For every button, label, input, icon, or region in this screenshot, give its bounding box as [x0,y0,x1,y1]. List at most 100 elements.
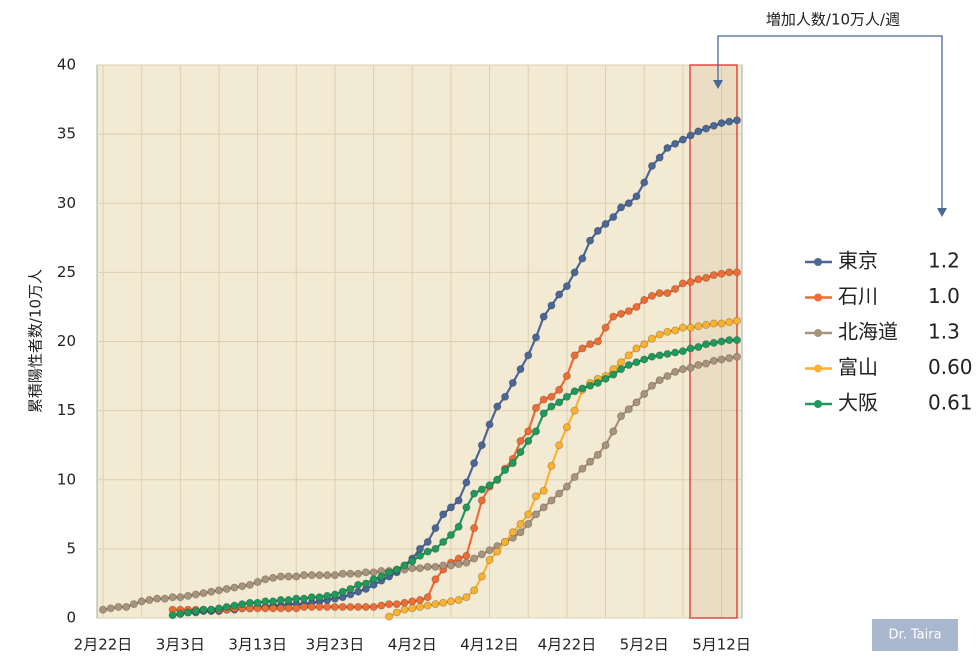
data-point [725,117,734,126]
data-point [709,319,718,328]
x-tick-label: 4月12日 [460,636,519,654]
data-point [338,569,347,578]
data-point [617,412,626,421]
data-point [624,307,633,316]
data-point [593,337,602,346]
arrow-head [937,208,947,217]
data-point [361,602,370,611]
data-point [531,403,540,412]
data-point [617,358,626,367]
data-point [570,351,579,360]
legend-label: 富山 [838,355,878,379]
data-point [647,291,656,300]
y-tick-label: 25 [57,263,76,281]
data-point [431,600,440,609]
data-point [485,481,494,490]
data-point [524,437,533,446]
data-point [315,571,324,580]
data-point [392,600,401,609]
data-point [346,584,355,593]
data-point [733,116,742,125]
credit-badge [872,619,958,651]
data-point [284,572,293,581]
data-point [477,485,486,494]
data-point [377,601,386,610]
data-point [307,602,316,611]
data-point [709,121,718,130]
data-point [555,398,564,407]
data-point [470,459,479,468]
y-tick-label: 40 [57,56,76,74]
data-point [330,571,339,580]
data-point [276,596,285,605]
data-point [446,503,455,512]
data-point [307,593,316,602]
data-point [717,319,726,328]
data-point [593,226,602,235]
data-point [671,284,680,293]
data-point [609,370,618,379]
data-point [431,562,440,571]
data-point [184,591,193,600]
y-tick-label: 10 [57,470,76,488]
data-point [555,385,564,394]
y-tick-label: 35 [57,125,76,143]
data-point [632,302,641,311]
data-point [415,551,424,560]
data-point [717,337,726,346]
data-point [624,351,633,360]
data-point [207,605,216,614]
data-point [586,340,595,349]
data-point [338,587,347,596]
data-point [176,609,185,618]
data-point [632,358,641,367]
data-point [508,378,517,387]
data-point [129,600,138,609]
data-point [624,361,633,370]
data-point [199,589,208,598]
data-point [632,192,641,201]
data-point [354,580,363,589]
data-point [245,598,254,607]
data-point [423,537,432,546]
data-point [300,602,309,611]
x-tick-label: 3月3日 [156,636,205,654]
legend-label: 東京 [838,249,878,273]
data-point [222,584,231,593]
arrow-head [713,80,723,89]
data-point [663,372,672,381]
data-point [400,598,409,607]
data-point [392,565,401,574]
data-point [439,598,448,607]
data-point [470,554,479,563]
data-point [640,390,649,399]
data-point [415,596,424,605]
data-point [114,602,123,611]
data-point [477,441,486,450]
data-point [361,568,370,577]
data-point [547,496,556,505]
data-point [686,278,695,287]
data-point [709,356,718,365]
data-point [168,593,177,602]
data-point [555,290,564,299]
data-point [493,402,502,411]
data-point [222,602,231,611]
data-point [315,602,324,611]
data-point [230,583,239,592]
data-point [446,531,455,540]
data-point [462,551,471,560]
data-point [632,344,641,353]
data-point [160,594,169,603]
data-point [733,268,742,277]
data-point [601,374,610,383]
data-point [647,334,656,343]
data-point [678,279,687,288]
data-point [617,365,626,374]
x-tick-label: 5月2日 [620,636,669,654]
data-point [694,361,703,370]
data-point [547,402,556,411]
data-point [423,593,432,602]
data-point [315,593,324,602]
data-point [725,336,734,345]
